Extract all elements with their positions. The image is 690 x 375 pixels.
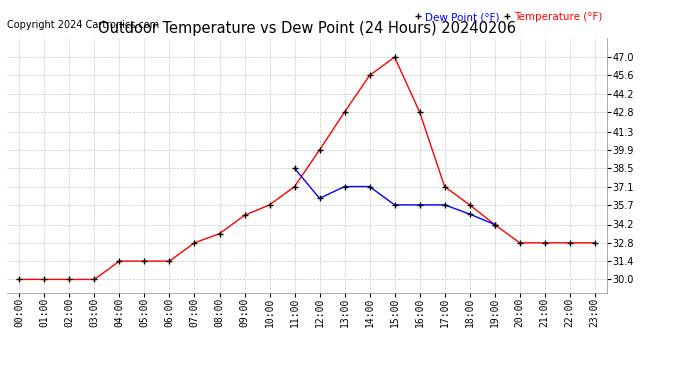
Temperature (°F) [491,222,499,227]
Temperature (°F) [566,240,574,245]
Dew Point (°F) [290,166,299,171]
Temperature (°F) [591,240,599,245]
Title: Outdoor Temperature vs Dew Point (24 Hours) 20240206: Outdoor Temperature vs Dew Point (24 Hou… [98,21,516,36]
Dew Point (°F) [466,212,474,216]
Temperature (°F) [166,259,174,263]
Text: Copyright 2024 Cartronics.com: Copyright 2024 Cartronics.com [7,20,159,30]
Dew Point (°F) [315,196,324,201]
Temperature (°F) [66,277,74,282]
Temperature (°F) [515,240,524,245]
Temperature (°F) [90,277,99,282]
Line: Dew Point (°F): Dew Point (°F) [291,165,498,228]
Temperature (°F) [266,202,274,207]
Temperature (°F) [315,148,324,152]
Dew Point (°F) [491,222,499,227]
Temperature (°F) [540,240,549,245]
Dew Point (°F) [340,184,348,189]
Dew Point (°F) [366,184,374,189]
Temperature (°F) [215,231,224,236]
Temperature (°F) [340,110,348,114]
Dew Point (°F) [440,202,449,207]
Temperature (°F) [240,213,248,217]
Temperature (°F) [40,277,48,282]
Dew Point (°F) [391,202,399,207]
Temperature (°F) [15,277,23,282]
Temperature (°F) [115,259,124,263]
Legend: Dew Point (°F), Temperature (°F): Dew Point (°F), Temperature (°F) [415,12,602,22]
Temperature (°F) [466,202,474,207]
Dew Point (°F) [415,202,424,207]
Temperature (°F) [290,184,299,189]
Temperature (°F) [440,184,449,189]
Temperature (°F) [415,110,424,114]
Temperature (°F) [140,259,148,263]
Temperature (°F) [391,55,399,59]
Temperature (°F) [366,73,374,78]
Temperature (°F) [190,240,199,245]
Line: Temperature (°F): Temperature (°F) [16,54,598,283]
